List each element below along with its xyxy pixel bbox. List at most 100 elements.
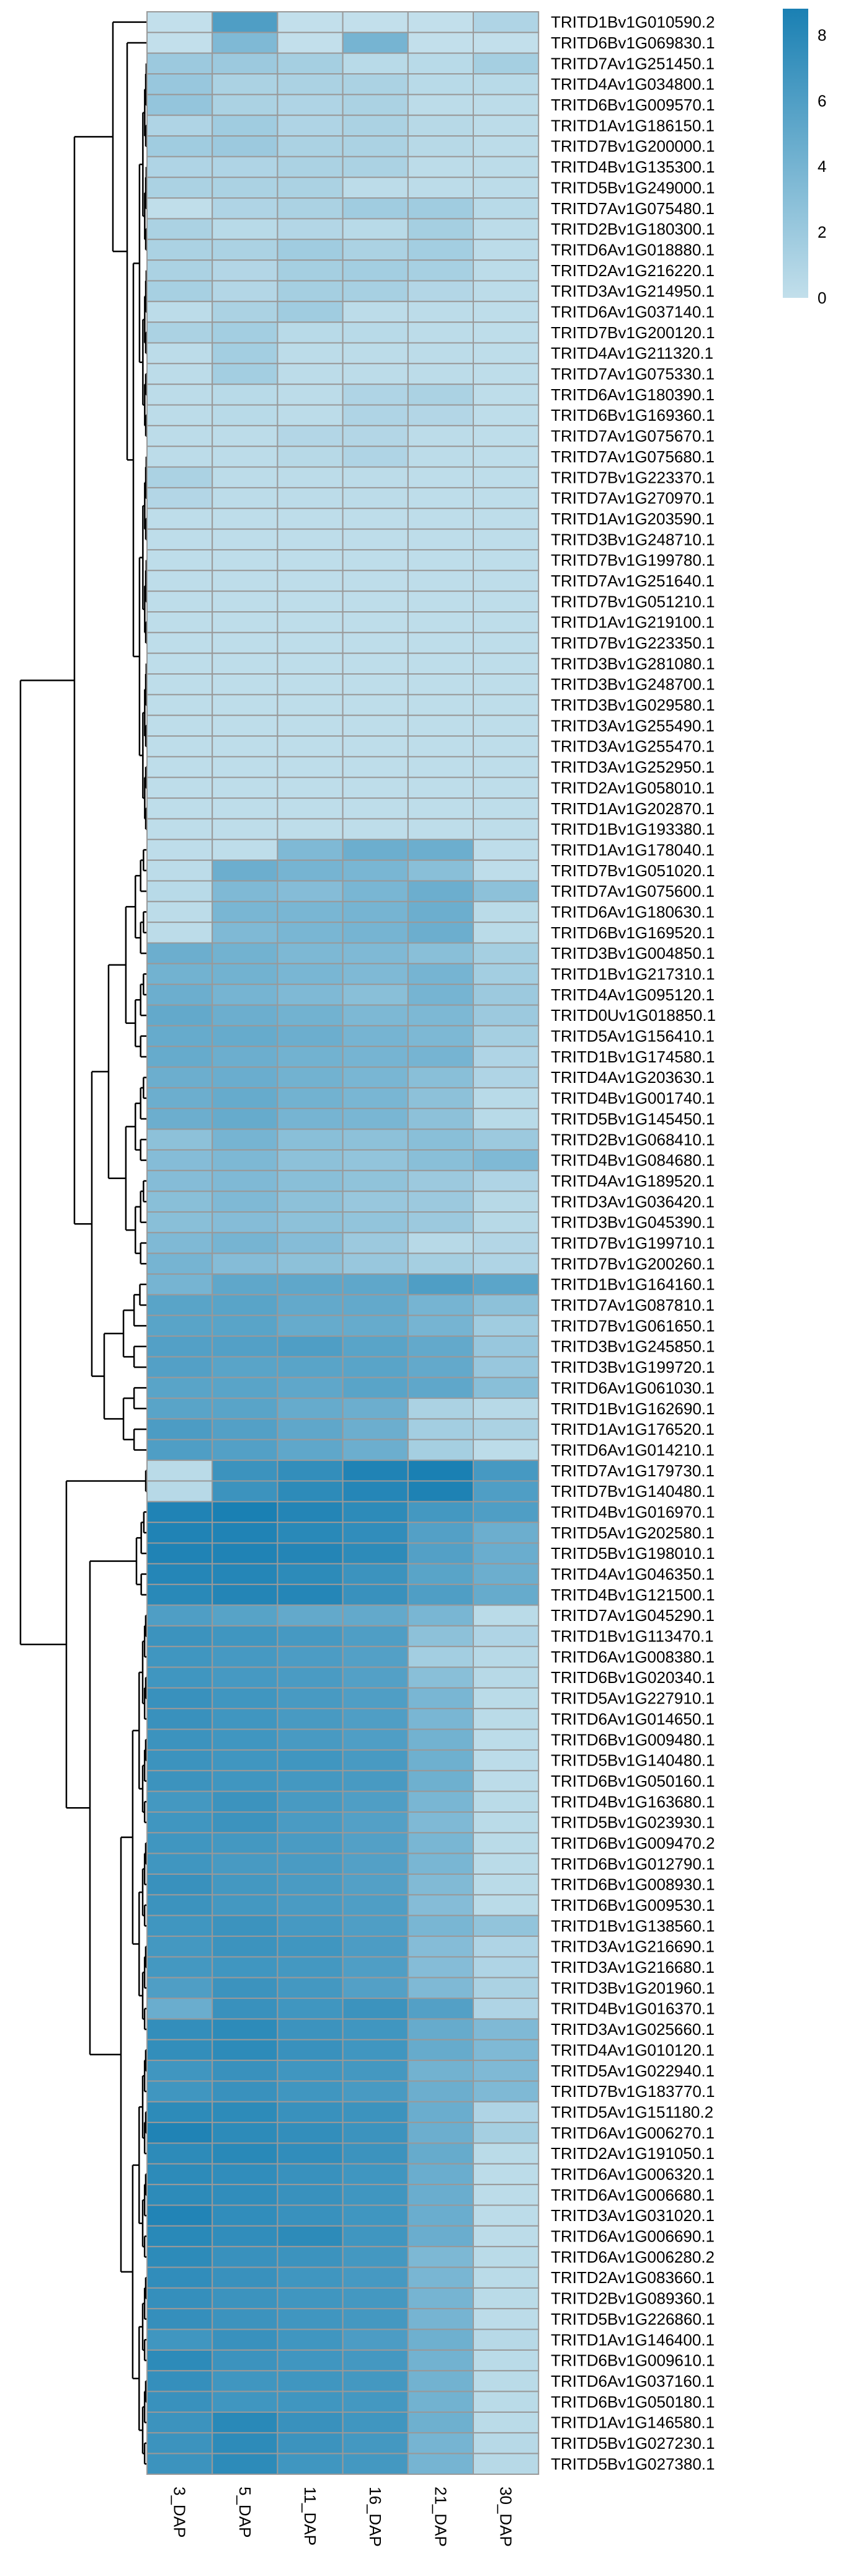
heatmap-cell [407,1438,474,1461]
heatmap-cell [212,1438,279,1461]
heatmap-cell [407,1811,474,1834]
heatmap-cell [146,1563,213,1586]
heatmap-cell [407,1998,474,2020]
heatmap-cell [342,114,409,137]
row-label: TRITD1Bv1G138560.1 [551,1916,715,1935]
heatmap-cell [473,280,540,302]
heatmap-cell [212,1708,279,1730]
heatmap-cell [277,1438,344,1461]
row-label: TRITD5Bv1G027380.1 [551,2454,715,2473]
heatmap-cell [146,797,213,820]
heatmap-cell [212,1190,279,1213]
heatmap-cell [277,508,344,530]
row-label: TRITD6Av1G037140.1 [551,302,715,321]
heatmap-cell [212,673,279,696]
row-label: TRITD6Bv1G169360.1 [551,406,715,424]
heatmap-cell [212,963,279,985]
heatmap-cell [342,859,409,882]
heatmap-cell [212,1087,279,1110]
heatmap-cell [342,2225,409,2248]
heatmap-cell [212,1004,279,1026]
heatmap-cell [212,2184,279,2206]
heatmap-cell [146,135,213,158]
heatmap-cell [146,1335,213,1358]
heatmap-cell [342,362,409,385]
heatmap-cell [277,1811,344,1834]
heatmap-cell [342,2204,409,2227]
row-label: TRITD3Bv1G004850.1 [551,944,715,963]
heatmap-cell [277,2080,344,2103]
row-label: TRITD0Uv1G018850.1 [551,1006,716,1025]
heatmap-cell [473,776,540,799]
heatmap-cell [473,404,540,426]
heatmap-cell [212,859,279,882]
row-label: TRITD6Av1G014650.1 [551,1710,715,1728]
heatmap-cell [407,859,474,882]
heatmap-cell [407,238,474,261]
heatmap-cell [342,1087,409,1110]
heatmap-cell [146,218,213,240]
row-label: TRITD4Av1G211320.1 [551,344,713,362]
row-label: TRITD5Bv1G140480.1 [551,1751,715,1770]
heatmap-cell [407,424,474,447]
row-label: TRITD3Bv1G029580.1 [551,696,715,714]
heatmap-cell [342,1625,409,1648]
heatmap-cell [146,735,213,758]
heatmap-cell [407,1666,474,1689]
heatmap-cell [473,2122,540,2144]
row-label: TRITD1Bv1G217310.1 [551,965,715,984]
row-label: TRITD5Av1G227910.1 [551,1689,715,1708]
heatmap-cell [212,1874,279,1896]
row-labels: TRITD1Bv1G010590.2 TRITD6Bv1G069830.1 TRIT… [551,13,716,2474]
heatmap-cell [146,1832,213,1854]
heatmap-cell [473,2390,540,2413]
heatmap-cell [212,1149,279,1172]
heatmap-cell [277,1563,344,1586]
heatmap-cell [212,259,279,282]
heatmap-cell [473,2225,540,2248]
heatmap-cell [342,1666,409,1689]
heatmap-cell [473,2287,540,2310]
heatmap-cell [146,880,213,902]
heatmap-cell [277,1687,344,1710]
heatmap-cell [342,1294,409,1316]
heatmap-cell [212,2287,279,2310]
heatmap-cell [146,1914,213,1937]
row-label: TRITD6Av1G006680.1 [551,2186,715,2204]
heatmap-cell [277,1998,344,2020]
heatmap-cell [212,280,279,302]
heatmap-cell [342,1356,409,1378]
heatmap-cell [473,1190,540,1213]
heatmap-cell [407,1770,474,1792]
heatmap-cell [407,963,474,985]
row-label: TRITD7Bv1G223370.1 [551,468,715,487]
row-label: TRITD3Av1G216690.1 [551,1937,715,1956]
heatmap-cell [473,1914,540,1937]
row-label: TRITD1Av1G176520.1 [551,1420,715,1438]
heatmap-cell [277,1004,344,1026]
row-label: TRITD4Av1G203630.1 [551,1068,715,1087]
row-label: TRITD4Bv1G163680.1 [551,1792,715,1811]
heatmap-cell [407,1604,474,1627]
heatmap-cell [146,2080,213,2103]
heatmap-cell [342,1108,409,1130]
heatmap-cell [277,2204,344,2227]
row-label: TRITD1Av1G146580.1 [551,2413,715,2432]
row-label: TRITD6Av1G180630.1 [551,902,715,921]
heatmap-cell [407,2411,474,2434]
heatmap-cell [342,2060,409,2082]
heatmap-cell [212,1811,279,1834]
heatmap-cell [277,1646,344,1668]
row-label: TRITD6Av1G008380.1 [551,1648,715,1666]
heatmap-cell [473,1418,540,1440]
heatmap-cell [407,1149,474,1172]
row-label: TRITD7Av1G075670.1 [551,427,715,446]
heatmap-cell [473,694,540,716]
legend-tick-label: 0 [818,289,826,307]
heatmap-cell [473,2080,540,2103]
heatmap-cell [277,1398,344,1420]
heatmap-cell [146,1398,213,1420]
heatmap-cell [407,1087,474,1110]
column-label: 5_DAP [236,2487,254,2538]
heatmap-cell [342,549,409,572]
